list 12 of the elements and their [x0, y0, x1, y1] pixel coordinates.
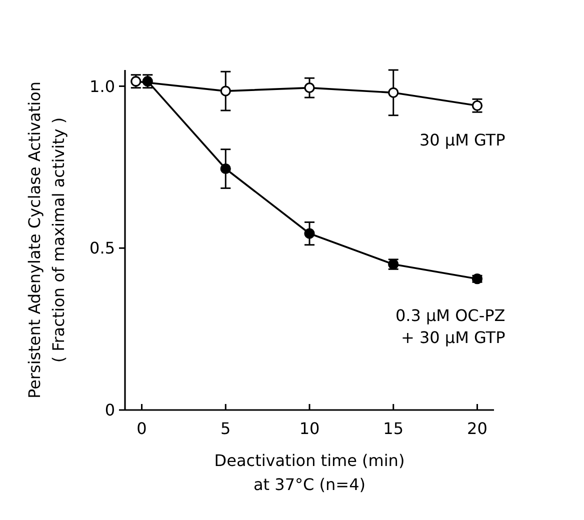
y-tick-label: 1.0 — [90, 76, 115, 96]
x-tick-label: 15 — [383, 419, 404, 438]
x-tick-label: 5 — [220, 419, 231, 438]
x-axis-title: Deactivation time (min) at 37°C (n=4) — [214, 451, 405, 494]
y-axis-title: Persistent Adenylate Cyclase Activation ( Fraction of maximal activity ) — [25, 81, 68, 399]
x-tick-label: 10 — [299, 419, 320, 438]
text: 0.3 μM OC-PZ + 30 μM GTP — [395, 306, 506, 347]
x-tick-label: 0 — [136, 419, 147, 438]
x-tick-label: 20 — [467, 419, 488, 438]
y-tick-label: 0 — [104, 400, 115, 420]
y-tick-label: 0.5 — [90, 238, 115, 258]
text: 30 μM GTP — [419, 130, 506, 150]
